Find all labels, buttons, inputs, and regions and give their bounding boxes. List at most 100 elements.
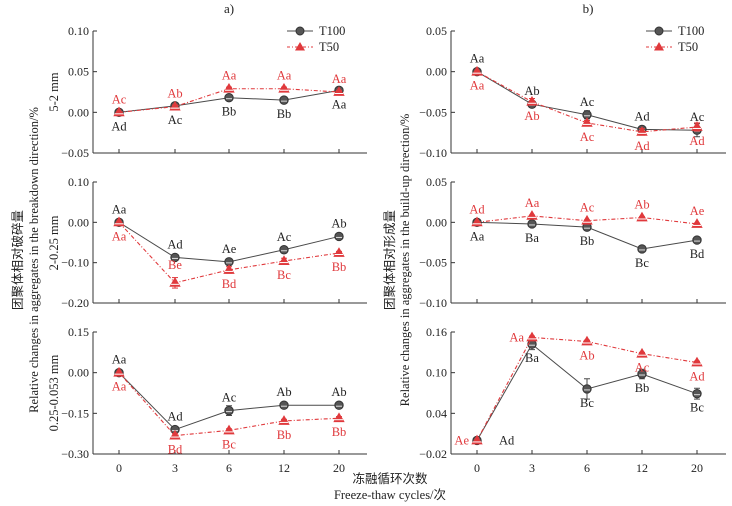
significance-label: Aa	[277, 69, 292, 83]
significance-label: Ac	[580, 201, 595, 215]
significance-label: Ba	[525, 231, 539, 245]
y-tick-label: 0.00	[68, 215, 89, 229]
data-point-t50	[169, 277, 181, 287]
significance-label: Bb	[580, 234, 595, 248]
significance-label: Ab	[524, 109, 539, 123]
panel-a2-ylabel: 2-0.25 mm	[47, 215, 61, 270]
data-point-t50	[636, 347, 648, 358]
significance-label: Aa	[332, 72, 347, 86]
data-point-t100	[692, 235, 702, 245]
data-point-t50	[278, 255, 290, 265]
legend-marker-t100	[654, 26, 664, 36]
x-tick-label: 0	[474, 461, 480, 475]
y-tick-label: 0.00	[426, 215, 447, 229]
legend: T100 T50	[646, 24, 704, 54]
significance-label: Ac	[277, 230, 292, 244]
significance-label: Ad	[111, 119, 127, 133]
data-point-t100	[637, 369, 647, 379]
y-tick-label: 0.05	[426, 175, 447, 189]
significance-label: Aa	[112, 229, 127, 243]
left-ylabel-en: Relative changes in aggregates in the br…	[27, 107, 41, 413]
data-point-t100	[692, 388, 702, 399]
significance-label: Ae	[690, 204, 705, 218]
data-point-t50	[333, 412, 345, 423]
significance-label: Bd	[690, 247, 705, 261]
left-ylabel-cn: 团聚体相对破碎量	[10, 210, 25, 310]
significance-label: Ab	[276, 385, 291, 399]
data-point-t50	[278, 82, 290, 93]
significance-label: Ac	[222, 391, 237, 405]
right-ylabel-cn: 团聚体相对形成量	[383, 210, 397, 310]
legend-label-t100: T100	[319, 24, 345, 38]
significance-label: Bb	[332, 260, 347, 274]
significance-label: Be	[168, 258, 182, 272]
y-tick-label: −0.10	[419, 296, 447, 310]
significance-label: Ba	[525, 351, 539, 365]
significance-label: Ac	[580, 95, 595, 109]
x-tick-label: 20	[333, 461, 345, 475]
y-tick-label: 0.10	[68, 24, 89, 38]
data-point-t100	[637, 244, 647, 254]
significance-label: Ad	[689, 134, 705, 148]
significance-label: Aa	[222, 69, 237, 83]
y-tick-label: −0.02	[419, 447, 447, 461]
significance-label: Ab	[634, 197, 649, 211]
significance-label: Bb	[635, 381, 650, 395]
y-tick-label: −0.05	[419, 256, 447, 270]
significance-label: Aa	[470, 79, 485, 93]
data-point-t100	[279, 400, 289, 410]
data-point-t100	[279, 95, 289, 105]
significance-label: Ad	[689, 370, 705, 384]
significance-label: Ad	[634, 139, 650, 153]
significance-label: Ae	[222, 242, 237, 256]
significance-label: Bb	[222, 105, 237, 119]
x-tick-label: 12	[278, 461, 290, 475]
significance-label: Ac	[580, 130, 595, 144]
significance-label: Bc	[580, 396, 594, 410]
legend-label-t100: T100	[678, 24, 704, 38]
x-tick-label: 0	[116, 461, 122, 475]
significance-label: Bc	[635, 256, 649, 270]
x-tick-label: 12	[636, 461, 648, 475]
y-tick-label: 0.10	[68, 175, 89, 189]
significance-label: Ad	[634, 109, 650, 123]
legend-marker-t100	[295, 26, 305, 36]
significance-label: Bc	[690, 401, 704, 415]
data-point-t100	[279, 245, 289, 255]
panel-5: 0.05 0.00 −0.05 −0.10 Aa Ba Bb Bc Bd Ad Aa Ac Ab Ae	[419, 175, 726, 310]
data-point-t50	[333, 247, 345, 257]
x-axis-title-en: Freeze-thaw cycles/次	[334, 488, 446, 502]
y-tick-label: −0.05	[61, 146, 89, 160]
significance-label: Aa	[112, 380, 127, 394]
y-tick-label: −0.20	[61, 296, 89, 310]
significance-label: Bc	[222, 437, 236, 451]
significance-label: Ad	[499, 433, 515, 447]
data-point-t50	[278, 415, 290, 425]
y-tick-label: 0.15	[68, 325, 89, 339]
significance-label: Aa	[509, 330, 524, 344]
significance-label: Bd	[222, 277, 237, 291]
significance-label: Ad	[469, 202, 485, 216]
y-tick-label: −0.10	[61, 256, 89, 270]
panel-a1-ylabel: 5-2 mm	[47, 72, 61, 112]
y-tick-label: 0.10	[426, 366, 447, 380]
significance-label: Ac	[690, 110, 705, 124]
significance-label: Bb	[277, 107, 292, 121]
data-point-t50	[636, 211, 648, 222]
panel-label-a: a)	[224, 1, 234, 16]
data-point-t100	[224, 92, 234, 103]
significance-label: Aa	[112, 353, 127, 367]
significance-label: Ab	[524, 84, 539, 98]
significance-label: Ab	[167, 87, 182, 101]
x-tick-label: 3	[172, 461, 178, 475]
significance-label: Ac	[112, 92, 127, 106]
right-ylabel-en: Relative changes in aggregates in the bu…	[398, 114, 412, 407]
panel-3: 0.15 0.00 −0.15 −0.30 0 3 6 12 20 Aa Ad Ac Ab Ab Aa Bd B…	[61, 325, 367, 475]
significance-label: Aa	[332, 97, 347, 111]
significance-label: Ac	[168, 113, 183, 127]
legend-marker-t50	[654, 42, 664, 51]
panel-label-b: b)	[583, 1, 594, 16]
significance-label: Ae	[454, 433, 469, 447]
y-tick-label: 0.16	[426, 325, 447, 339]
